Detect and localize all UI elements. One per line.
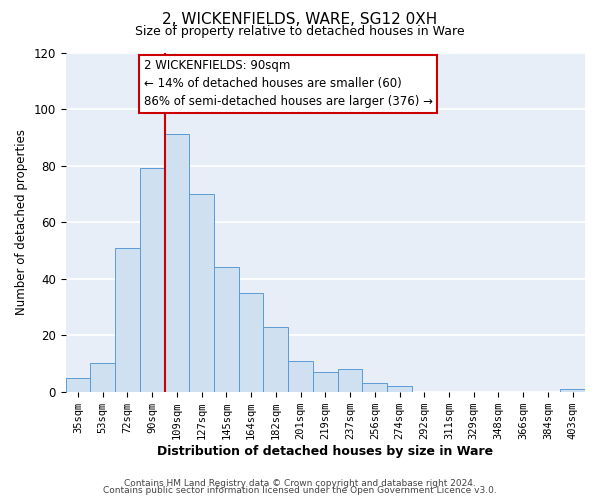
Bar — [560, 389, 585, 392]
Text: Contains HM Land Registry data © Crown copyright and database right 2024.: Contains HM Land Registry data © Crown c… — [124, 478, 476, 488]
Bar — [140, 168, 164, 392]
Y-axis label: Number of detached properties: Number of detached properties — [15, 129, 28, 315]
Text: Contains public sector information licensed under the Open Government Licence v3: Contains public sector information licen… — [103, 486, 497, 495]
Bar — [362, 383, 387, 392]
Bar — [115, 248, 140, 392]
Text: Size of property relative to detached houses in Ware: Size of property relative to detached ho… — [135, 25, 465, 38]
Bar — [190, 194, 214, 392]
Text: 2 WICKENFIELDS: 90sqm
← 14% of detached houses are smaller (60)
86% of semi-deta: 2 WICKENFIELDS: 90sqm ← 14% of detached … — [143, 60, 433, 108]
Bar — [263, 326, 288, 392]
Bar — [313, 372, 338, 392]
X-axis label: Distribution of detached houses by size in Ware: Distribution of detached houses by size … — [157, 444, 493, 458]
Bar — [338, 369, 362, 392]
Bar — [387, 386, 412, 392]
Bar — [214, 268, 239, 392]
Bar — [288, 360, 313, 392]
Text: 2, WICKENFIELDS, WARE, SG12 0XH: 2, WICKENFIELDS, WARE, SG12 0XH — [163, 12, 437, 28]
Bar — [91, 364, 115, 392]
Bar — [239, 293, 263, 392]
Bar — [65, 378, 91, 392]
Bar — [164, 134, 190, 392]
